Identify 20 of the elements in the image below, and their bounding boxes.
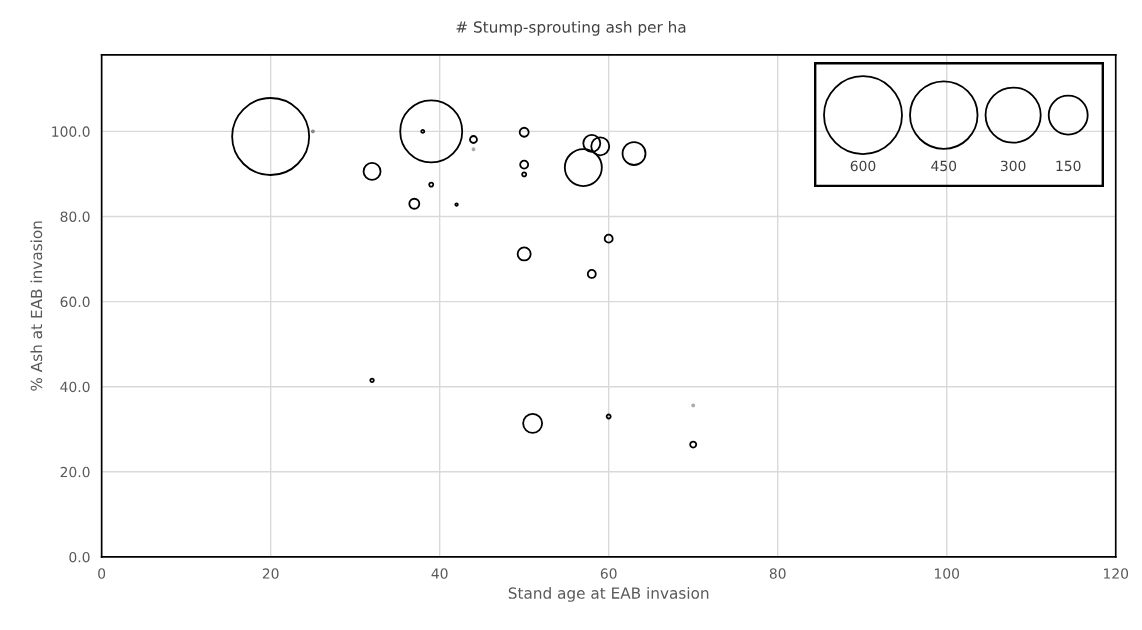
x-tick-label: 120	[1104, 568, 1129, 579]
y-axis-title: % Ash at EAB invasion	[30, 221, 43, 391]
y-tick-label: 20.0	[60, 466, 90, 478]
legend-label: 300	[1000, 160, 1026, 172]
y-tick-label: 60.0	[60, 296, 90, 308]
legend-label: 600	[850, 160, 876, 172]
x-tick-label: 0	[98, 568, 106, 579]
x-tick-label: 100	[934, 568, 960, 579]
x-axis-title: Stand age at EAB invasion	[508, 587, 709, 602]
y-tick-label: 80.0	[60, 211, 90, 222]
x-tick-label: 60	[600, 568, 617, 579]
y-tick-label: 100.0	[52, 126, 90, 137]
legend-label: 150	[1056, 160, 1081, 172]
legend-label: 450	[931, 160, 957, 172]
chart-title: # Stump-sprouting ash per ha	[456, 20, 686, 36]
y-tick-label: 0.0	[69, 551, 90, 563]
x-tick-label: 20	[262, 568, 279, 579]
x-tick-label: 80	[769, 568, 786, 579]
x-tick-label: 40	[431, 568, 448, 579]
y-tick-label: 40.0	[60, 381, 90, 393]
